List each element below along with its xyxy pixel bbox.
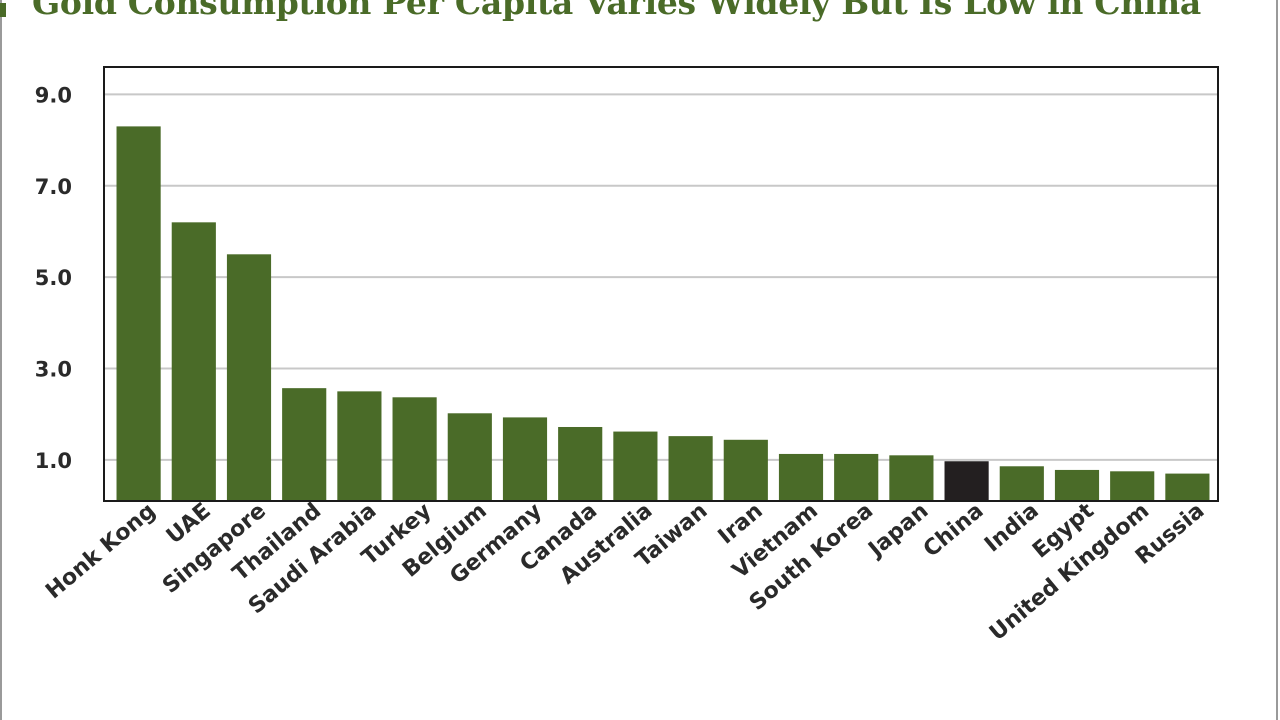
x-tick-label: China — [919, 498, 989, 562]
y-tick-label: 7.0 — [35, 175, 72, 199]
bar — [226, 254, 272, 501]
x-tick-label: Honk Kong — [41, 498, 160, 604]
bar — [392, 397, 437, 501]
bar — [1165, 473, 1210, 501]
x-tick-label: Japan — [863, 498, 934, 563]
plot-border — [103, 66, 1219, 502]
bar — [999, 466, 1044, 501]
y-tick-label: 3.0 — [35, 358, 72, 382]
bar — [944, 461, 989, 501]
bar — [337, 391, 382, 501]
bar — [1110, 471, 1155, 501]
bar — [1054, 469, 1100, 501]
bar — [502, 417, 548, 501]
title-row: Gold Consumption Per Capita Varies Widel… — [0, 0, 1280, 23]
chart-title: Gold Consumption Per Capita Varies Widel… — [32, 0, 1201, 22]
y-tick-label: 1.0 — [35, 449, 72, 473]
bar — [171, 222, 216, 502]
bar — [447, 413, 492, 501]
y-tick-label: 5.0 — [35, 266, 72, 290]
bar — [668, 436, 713, 501]
bar — [834, 453, 879, 501]
bar — [116, 126, 161, 502]
bar — [613, 431, 658, 501]
title-marker — [0, 3, 6, 17]
bar — [723, 439, 768, 501]
bar — [778, 453, 824, 501]
bar — [889, 455, 934, 501]
bar — [282, 388, 327, 501]
bar — [558, 426, 603, 501]
y-tick-label: 9.0 — [35, 83, 72, 107]
